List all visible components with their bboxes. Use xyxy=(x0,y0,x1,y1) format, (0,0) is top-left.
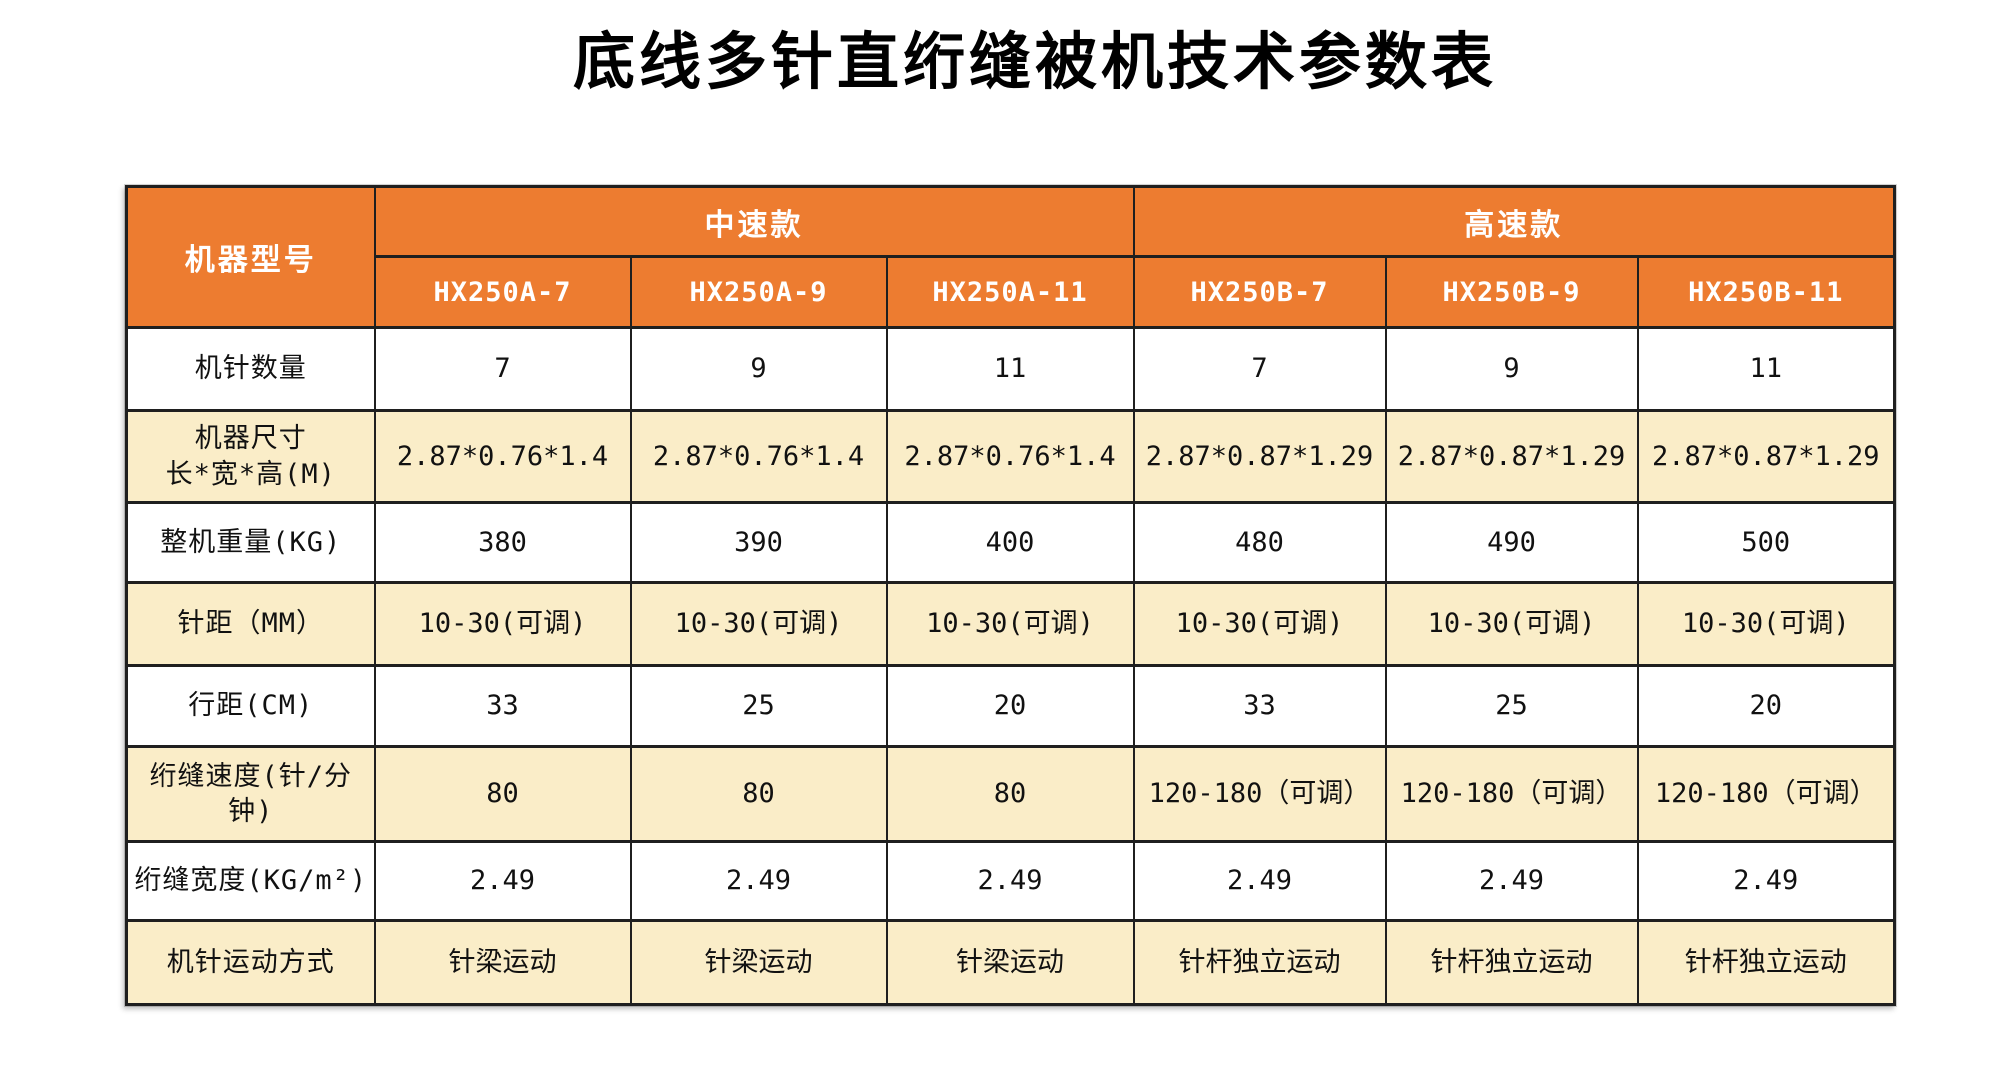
cell-value: 490 xyxy=(1384,501,1639,584)
cell-value: 2.87*0.76*1.4 xyxy=(629,409,888,504)
row-label: 绗缝宽度(KG/m²) xyxy=(125,840,376,922)
cell-value: 针杆独立运动 xyxy=(1132,919,1387,1006)
table-row-needle-count: 机针数量 7 9 11 7 9 11 xyxy=(125,326,1896,412)
page-title: 底线多针直绗缝被机技术参数表 xyxy=(572,25,1497,98)
cell-value: 25 xyxy=(1384,664,1639,748)
cell-value: 10-30(可调) xyxy=(1384,581,1639,667)
row-label: 整机重量(KG) xyxy=(125,501,376,584)
cell-value: 11 xyxy=(1636,326,1896,412)
row-label: 绗缝速度(针/分 钟) xyxy=(125,745,376,843)
cell-value: 500 xyxy=(1636,501,1896,584)
table-row-row-spacing: 行距(CM) 33 25 20 33 25 20 xyxy=(125,664,1896,748)
cell-value: 针杆独立运动 xyxy=(1636,919,1896,1006)
cell-value: 120-180（可调） xyxy=(1132,745,1387,843)
group-header-medium-speed: 中速款 xyxy=(373,185,1135,258)
title-bar: 底线多针直绗缝被机技术参数表 xyxy=(0,25,2000,98)
model-header-hx250b-11: HX250B-11 xyxy=(1636,255,1896,329)
row-label: 针距（MM） xyxy=(125,581,376,667)
table-row-needle-motion: 机针运动方式 针梁运动 针梁运动 针梁运动 针杆独立运动 针杆独立运动 针杆独立… xyxy=(125,919,1896,1006)
model-header-hx250a-9: HX250A-9 xyxy=(629,255,888,329)
cell-value: 10-30(可调) xyxy=(1636,581,1896,667)
cell-value: 25 xyxy=(629,664,888,748)
cell-value: 33 xyxy=(1132,664,1387,748)
cell-value: 80 xyxy=(373,745,632,843)
row-label: 行距(CM) xyxy=(125,664,376,748)
table-row-quilting-speed: 绗缝速度(针/分 钟) 80 80 80 120-180（可调） 120-180… xyxy=(125,745,1896,843)
cell-value: 10-30(可调) xyxy=(629,581,888,667)
cell-value: 10-30(可调) xyxy=(373,581,632,667)
spec-table: 机器型号 中速款 高速款 HX250A-7 HX250A-9 HX250A-11… xyxy=(125,185,1897,1006)
cell-value: 390 xyxy=(629,501,888,584)
table-row-needle-pitch: 针距（MM） 10-30(可调) 10-30(可调) 10-30(可调) 10-… xyxy=(125,581,1896,667)
model-header-hx250a-7: HX250A-7 xyxy=(373,255,632,329)
cell-value: 2.49 xyxy=(629,840,888,922)
cell-value: 针杆独立运动 xyxy=(1384,919,1639,1006)
group-header-high-speed: 高速款 xyxy=(1132,185,1896,258)
cell-value: 9 xyxy=(1384,326,1639,412)
cell-value: 9 xyxy=(629,326,888,412)
cell-value: 400 xyxy=(885,501,1135,584)
table-row-machine-size: 机器尺寸 长*宽*高(M) 2.87*0.76*1.4 2.87*0.76*1.… xyxy=(125,409,1896,504)
row-label: 机针数量 xyxy=(125,326,376,412)
cell-value: 10-30(可调) xyxy=(885,581,1135,667)
cell-value: 120-180（可调） xyxy=(1384,745,1639,843)
cell-value: 2.87*0.76*1.4 xyxy=(885,409,1135,504)
cell-value: 2.49 xyxy=(373,840,632,922)
group-header-row: 机器型号 中速款 高速款 xyxy=(125,185,1896,329)
cell-value: 针梁运动 xyxy=(885,919,1135,1006)
cell-value: 2.87*0.87*1.29 xyxy=(1636,409,1896,504)
cell-value: 33 xyxy=(373,664,632,748)
corner-cell-machine-model: 机器型号 xyxy=(125,185,376,329)
cell-value: 480 xyxy=(1132,501,1387,584)
cell-value: 2.49 xyxy=(885,840,1135,922)
cell-value: 2.49 xyxy=(1384,840,1639,922)
cell-value: 10-30(可调) xyxy=(1132,581,1387,667)
row-label: 机器尺寸 长*宽*高(M) xyxy=(125,409,376,504)
cell-value: 380 xyxy=(373,501,632,584)
cell-value: 80 xyxy=(885,745,1135,843)
cell-value: 针梁运动 xyxy=(629,919,888,1006)
model-header-row: HX250A-7 HX250A-9 HX250A-11 HX250B-7 HX2… xyxy=(127,255,1896,329)
cell-value: 2.49 xyxy=(1636,840,1896,922)
cell-value: 120-180（可调） xyxy=(1636,745,1896,843)
cell-value: 20 xyxy=(1636,664,1896,748)
cell-value: 2.87*0.87*1.29 xyxy=(1132,409,1387,504)
cell-value: 2.87*0.87*1.29 xyxy=(1384,409,1639,504)
cell-value: 2.87*0.76*1.4 xyxy=(373,409,632,504)
cell-value: 针梁运动 xyxy=(373,919,632,1006)
model-header-hx250a-11: HX250A-11 xyxy=(885,255,1135,329)
row-label: 机针运动方式 xyxy=(125,919,376,1006)
table-row-quilting-width: 绗缝宽度(KG/m²) 2.49 2.49 2.49 2.49 2.49 2.4… xyxy=(125,840,1896,922)
cell-value: 11 xyxy=(885,326,1135,412)
cell-value: 20 xyxy=(885,664,1135,748)
cell-value: 7 xyxy=(1132,326,1387,412)
cell-value: 7 xyxy=(373,326,632,412)
cell-value: 2.49 xyxy=(1132,840,1387,922)
cell-value: 80 xyxy=(629,745,888,843)
table-row-machine-weight: 整机重量(KG) 380 390 400 480 490 500 xyxy=(125,501,1896,584)
model-header-hx250b-7: HX250B-7 xyxy=(1132,255,1387,329)
model-header-hx250b-9: HX250B-9 xyxy=(1384,255,1639,329)
